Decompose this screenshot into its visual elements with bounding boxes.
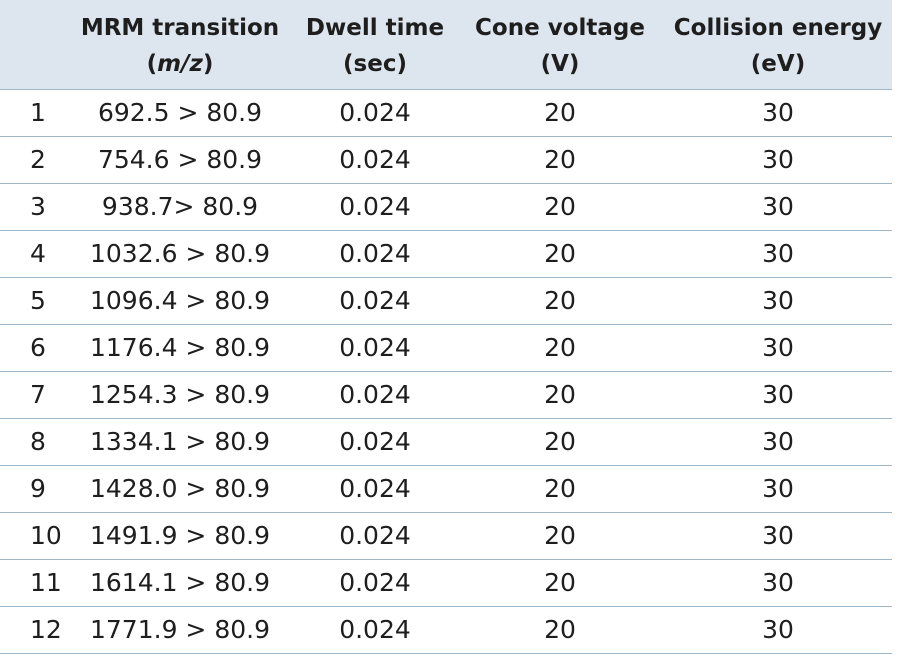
table-row: 12 1771.9 > 80.9 0.024 20 30 [0,607,892,654]
row-index: 4 [30,239,46,268]
row-collision-energy: 30 [762,145,794,174]
row-cone-voltage: 20 [544,98,576,127]
row-index: 12 [30,615,62,644]
table-row: 4 1032.6 > 80.9 0.024 20 30 [0,231,892,278]
table-row: 6 1176.4 > 80.9 0.024 20 30 [0,325,892,372]
row-collision-energy: 30 [762,474,794,503]
row-index: 6 [30,333,46,362]
row-mrm-transition: 938.7> 80.9 [101,192,259,221]
row-mrm-transition: 754.6 > 80.9 [97,145,263,174]
row-dwell-time: 0.024 [339,474,411,503]
header-cone-voltage: Cone voltage (V) [470,10,650,82]
row-mrm-transition: 1096.4 > 80.9 [90,286,270,315]
row-collision-energy: 30 [762,286,794,315]
row-index: 5 [30,286,46,315]
row-cone-voltage: 20 [544,145,576,174]
row-cone-voltage: 20 [544,286,576,315]
row-collision-energy: 30 [762,521,794,550]
row-dwell-time: 0.024 [339,333,411,362]
table-row: 5 1096.4 > 80.9 0.024 20 30 [0,278,892,325]
row-cone-voltage: 20 [544,333,576,362]
header-mrm-transition: MRM transition (m/z) [80,10,280,82]
table-row: 8 1334.1 > 80.9 0.024 20 30 [0,419,892,466]
header-mrm-open-paren: ( [146,51,158,77]
header-mrm-line2: (m/z) [80,46,280,82]
row-cone-voltage: 20 [544,192,576,221]
row-dwell-time: 0.024 [339,521,411,550]
table-row: 1 692.5 > 80.9 0.024 20 30 [0,90,892,137]
row-mrm-transition: 1334.1 > 80.9 [90,427,270,456]
row-collision-energy: 30 [762,333,794,362]
row-index: 11 [30,568,62,597]
header-cone-line2: (V) [540,51,580,77]
row-collision-energy: 30 [762,615,794,644]
row-index: 8 [30,427,46,456]
row-cone-voltage: 20 [544,615,576,644]
header-collision-energy: Collision energy (eV) [672,10,884,82]
header-dwell-line1: Dwell time [305,15,445,41]
row-collision-energy: 30 [762,427,794,456]
header-mrm-close-paren: ) [202,51,214,77]
row-collision-energy: 30 [762,568,794,597]
row-collision-energy: 30 [762,380,794,409]
row-index: 3 [30,192,46,221]
table-row: 3 938.7> 80.9 0.024 20 30 [0,184,892,231]
row-dwell-time: 0.024 [339,145,411,174]
row-index: 1 [30,98,46,127]
header-coll-line1: Collision energy [673,15,883,41]
row-dwell-time: 0.024 [339,192,411,221]
row-mrm-transition: 1254.3 > 80.9 [90,380,270,409]
row-dwell-time: 0.024 [339,286,411,315]
row-dwell-time: 0.024 [339,380,411,409]
row-collision-energy: 30 [762,98,794,127]
row-dwell-time: 0.024 [339,427,411,456]
row-index: 2 [30,145,46,174]
row-index: 9 [30,474,46,503]
row-dwell-time: 0.024 [339,239,411,268]
header-dwell-line2: (sec) [343,51,407,77]
row-dwell-time: 0.024 [339,568,411,597]
table-row: 9 1428.0 > 80.9 0.024 20 30 [0,466,892,513]
row-mrm-transition: 692.5 > 80.9 [97,98,263,127]
row-cone-voltage: 20 [544,568,576,597]
row-collision-energy: 30 [762,239,794,268]
table-row: 10 1491.9 > 80.9 0.024 20 30 [0,513,892,560]
header-coll-line2: (eV) [750,51,806,77]
row-collision-energy: 30 [762,192,794,221]
row-dwell-time: 0.024 [339,615,411,644]
row-cone-voltage: 20 [544,474,576,503]
row-index: 7 [30,380,46,409]
row-mrm-transition: 1176.4 > 80.9 [90,333,270,362]
row-cone-voltage: 20 [544,521,576,550]
header-mrm-unit: m/z [157,51,203,77]
row-mrm-transition: 1032.6 > 80.9 [90,239,270,268]
row-mrm-transition: 1614.1 > 80.9 [90,568,270,597]
row-cone-voltage: 20 [544,239,576,268]
table-row: 11 1614.1 > 80.9 0.024 20 30 [0,560,892,607]
row-dwell-time: 0.024 [339,98,411,127]
row-mrm-transition: 1428.0 > 80.9 [90,474,270,503]
table-header: MRM transition (m/z) Dwell time (sec) Co… [0,0,892,90]
table-row: 7 1254.3 > 80.9 0.024 20 30 [0,372,892,419]
table-row: 2 754.6 > 80.9 0.024 20 30 [0,137,892,184]
row-cone-voltage: 20 [544,427,576,456]
row-index: 10 [30,521,62,550]
row-mrm-transition: 1771.9 > 80.9 [90,615,270,644]
header-mrm-line1: MRM transition [80,15,280,41]
header-cone-line1: Cone voltage [475,15,645,41]
row-mrm-transition: 1491.9 > 80.9 [90,521,270,550]
row-cone-voltage: 20 [544,380,576,409]
header-dwell-time: Dwell time (sec) [300,10,450,82]
